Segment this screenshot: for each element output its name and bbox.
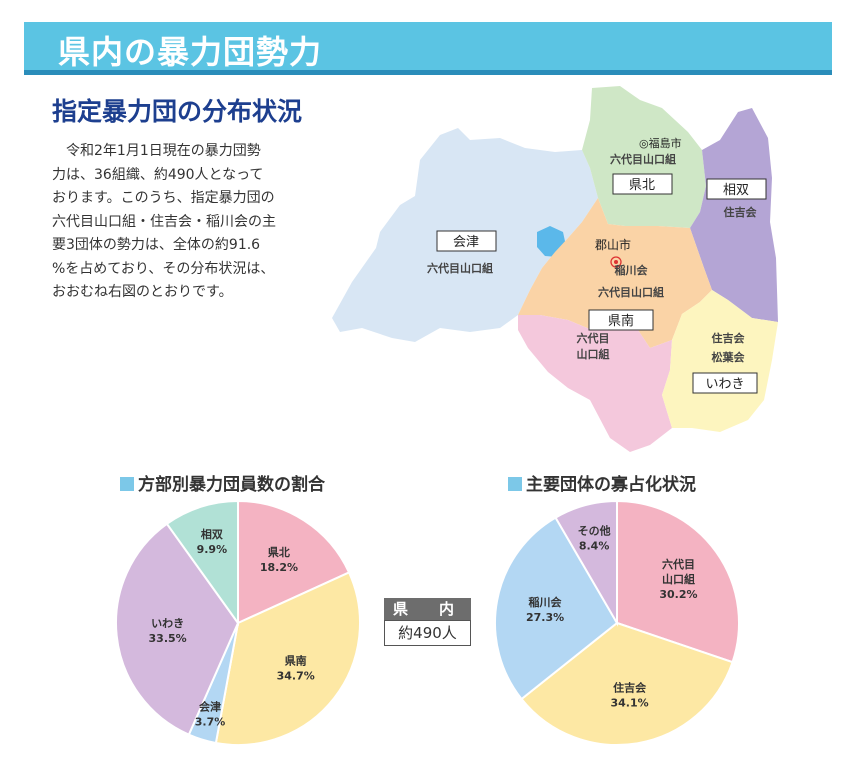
pie-slice-稲川会 <box>494 516 619 701</box>
pie-slice-住吉会 <box>520 621 734 746</box>
right-chart-title-text: 主要団体の寡占化状況 <box>526 475 696 495</box>
total-box-heading: 県 内 <box>384 598 471 620</box>
pie-name-label: 山口組 <box>662 572 695 586</box>
map-gang-iwaki-1: 住吉会 <box>712 331 746 345</box>
body-line: おります。このうち、指定暴力団の <box>52 190 275 206</box>
page-title: 県内の暴力団勢力 <box>58 33 323 71</box>
pie-chart-by-group: 六代目山口組 30.2% 住吉会 34.1% 稲川会 27.3% その他 8.4% <box>494 499 740 746</box>
pie-value-label: 34.1% <box>610 697 648 710</box>
map-gang-kennan-2: 山口組 <box>577 347 610 361</box>
body-line: 要3団体の勢力は、全体の約91.6 <box>52 237 261 253</box>
map-gang-kenpoku: 六代目山口組 <box>610 152 676 166</box>
pie-value-label: 30.2% <box>659 588 697 601</box>
pie-name-label: 相双 <box>201 527 223 541</box>
pie-value-label: 27.3% <box>526 611 564 624</box>
title-marker-icon <box>508 477 522 491</box>
map-region-soso <box>690 108 778 322</box>
label-box-kennan <box>588 309 654 331</box>
body-line: おおむね右図のとおりです。 <box>52 284 233 300</box>
pie-slice-県南 <box>214 571 361 746</box>
label-box-soso <box>706 178 767 200</box>
map-label-kennan: 県南 <box>608 313 634 329</box>
map-gang-kenchu-2: 六代目山口組 <box>598 285 664 299</box>
title-marker-icon <box>120 477 134 491</box>
pie-value-label: 18.2% <box>260 561 298 574</box>
map-gang-kennan-1: 六代目 <box>577 331 610 345</box>
pie-name-label: 県南 <box>285 654 307 668</box>
map-region-kenchu <box>518 198 712 348</box>
map-label-aizu: 会津 <box>453 235 479 250</box>
section-subtitle: 指定暴力団の分布状況 <box>52 97 303 126</box>
city-name-koriyama: 郡山市 <box>595 237 631 252</box>
pie-slice-県北 <box>237 499 351 625</box>
header-banner <box>24 22 832 70</box>
body-line: %を占めており、その分布状況は、 <box>52 260 275 277</box>
pie-slice-六代目山口組 <box>616 499 740 664</box>
map-label-soso: 相双 <box>723 183 749 198</box>
total-box-value: 約490人 <box>384 620 471 646</box>
right-chart-title: 主要団体の寡占化状況 <box>508 470 696 495</box>
city-mark-koriyama-dot <box>614 260 618 264</box>
map-gang-iwaki-2: 松葉会 <box>712 350 746 364</box>
map-gang-kenchu-1: 稲川会 <box>615 263 649 277</box>
pie-value-label: 9.9% <box>197 543 228 556</box>
left-chart-title-text: 方部別暴力団員数の割合 <box>138 475 325 495</box>
pie-value-label: 8.4% <box>579 540 610 553</box>
pie-chart-by-region: 県北 18.2% 県南 34.7% 会津 3.7% いわき 33.5% 相双 9.9% <box>115 499 361 746</box>
map-label-kenpoku: 県北 <box>629 178 655 193</box>
header-underline <box>24 70 832 75</box>
pie-name-label: 六代目 <box>662 557 695 571</box>
pie-name-label: 県北 <box>268 545 290 559</box>
pie-slice-相双 <box>165 499 239 627</box>
total-box: 県 内 約490人 <box>384 598 471 646</box>
left-chart-title: 方部別暴力団員数の割合 <box>120 470 325 495</box>
label-box-kenpoku <box>612 173 673 195</box>
pie-slice-その他 <box>554 499 618 627</box>
pie-name-label: 住吉会 <box>613 681 647 695</box>
pie-name-label: 会津 <box>199 699 221 713</box>
map-region-iwaki <box>662 290 778 432</box>
pie-name-label: その他 <box>578 524 611 538</box>
body-paragraph: 令和2年1月1日現在の暴力団勢 力は、36組織、約490人となって おります。こ… <box>52 140 320 305</box>
body-line: 令和2年1月1日現在の暴力団勢 <box>52 143 261 159</box>
map-label-iwaki: いわき <box>705 377 744 392</box>
map-region-kennan <box>518 315 672 452</box>
label-box-aizu <box>436 230 497 252</box>
pie-value-label: 34.7% <box>277 670 315 683</box>
body-line: 六代目山口組・住吉会・稲川会の主 <box>52 213 276 230</box>
city-mark-fukushima: ◎福島市 <box>639 136 682 150</box>
pie-value-label: 33.5% <box>149 632 187 645</box>
pie-value-label: 3.7% <box>195 715 226 728</box>
body-line: 力は、36組織、約490人となって <box>52 166 264 183</box>
pie-slice-いわき <box>115 522 240 736</box>
city-mark-koriyama <box>610 256 622 268</box>
fukushima-map: 会津 六代目山口組 ◎福島市 六代目山口組 県北 相双 住吉会 郡山市 稲川会 … <box>332 86 778 452</box>
pie-name-label: いわき <box>151 617 184 630</box>
map-gang-aizu: 六代目山口組 <box>427 261 493 275</box>
map-gang-soso: 住吉会 <box>724 205 758 219</box>
label-box-iwaki <box>692 372 758 394</box>
pie-name-label: 稲川会 <box>529 595 563 609</box>
